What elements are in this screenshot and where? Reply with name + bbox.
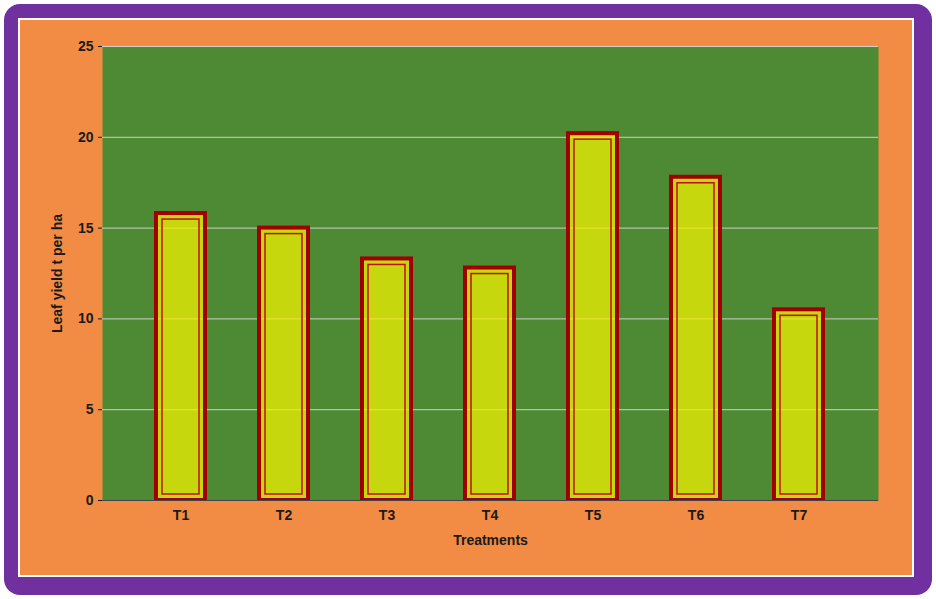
svg-text:T2: T2 [276, 507, 293, 523]
svg-text:Leaf yield t per ha: Leaf yield t per ha [49, 214, 65, 333]
svg-text:5: 5 [86, 401, 94, 417]
svg-text:0: 0 [86, 492, 94, 508]
svg-text:10: 10 [78, 310, 94, 326]
svg-text:T4: T4 [482, 507, 499, 523]
svg-text:T5: T5 [585, 507, 602, 523]
svg-text:20: 20 [78, 129, 94, 145]
svg-text:T3: T3 [379, 507, 396, 523]
svg-text:25: 25 [78, 38, 94, 54]
svg-text:15: 15 [78, 220, 94, 236]
svg-text:T1: T1 [173, 507, 190, 523]
svg-text:Treatments: Treatments [453, 532, 528, 548]
svg-text:T6: T6 [688, 507, 705, 523]
svg-text:T7: T7 [791, 507, 808, 523]
